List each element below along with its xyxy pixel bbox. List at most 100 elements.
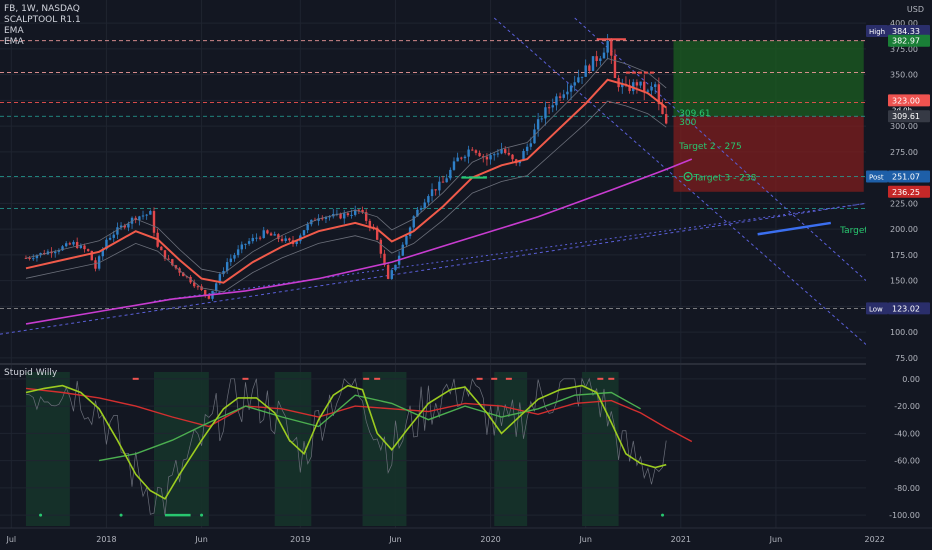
y-tick-label-10: 150.00 xyxy=(890,277,918,286)
candle-body xyxy=(654,84,657,87)
last-value-tag: 309.61 xyxy=(892,112,920,121)
candle-body xyxy=(657,84,661,105)
candle-body xyxy=(383,253,386,265)
candle-body xyxy=(511,154,514,160)
candle-body xyxy=(79,245,83,248)
profit-zone xyxy=(673,40,864,117)
candle-body xyxy=(214,283,218,291)
candle-body xyxy=(167,258,170,260)
candle-body xyxy=(83,245,86,250)
time-axis-bg xyxy=(0,528,932,550)
candle-body xyxy=(518,160,522,164)
candle-body xyxy=(251,237,254,242)
candle-body xyxy=(324,217,328,220)
oscillator-dot xyxy=(200,513,204,517)
post-side-label-bg xyxy=(866,170,888,183)
candle-body xyxy=(101,249,104,257)
annotation-label-3[interactable]: Target 3 - 238 xyxy=(693,174,757,184)
post-value-tag: 251.07 xyxy=(892,173,920,182)
candle-body xyxy=(471,149,474,151)
candle-body xyxy=(350,214,353,216)
candle-body xyxy=(430,189,434,197)
candle-body xyxy=(525,146,529,152)
candle-body xyxy=(61,246,64,251)
candle-body xyxy=(438,181,441,191)
candle-body xyxy=(375,227,379,240)
oscillator-title[interactable]: Stupid Willy xyxy=(4,368,58,378)
candle-body xyxy=(394,264,397,271)
candle-body xyxy=(196,286,200,288)
lower-value-tag: 236.25 xyxy=(892,188,920,197)
candle-body xyxy=(599,58,602,61)
candle-body xyxy=(105,239,108,250)
candle-body xyxy=(558,96,562,98)
candle-body xyxy=(643,81,646,92)
candle-body xyxy=(401,244,404,256)
candle-body xyxy=(536,119,540,130)
candle-body xyxy=(606,40,609,53)
candle-body xyxy=(379,239,383,254)
candle-body xyxy=(427,196,430,203)
candle-body xyxy=(94,260,97,269)
loss-zone xyxy=(673,116,864,192)
candle-body xyxy=(302,230,306,236)
candle-body xyxy=(408,227,412,237)
x-tick-label-6: Jun xyxy=(578,535,592,544)
oscillator-tick-label-3: -60.00 xyxy=(894,457,920,466)
candle-body xyxy=(54,251,57,254)
candle-body xyxy=(555,96,558,106)
candle-body xyxy=(269,233,273,236)
annotation-label-0[interactable]: 309.61 xyxy=(679,109,711,119)
candle-body xyxy=(207,294,211,299)
price-axis-bg xyxy=(866,0,932,550)
oscillator-zone xyxy=(362,372,407,526)
symbol-title: FB, 1W, NASDAQ xyxy=(4,4,80,14)
candle-body xyxy=(240,244,243,250)
candle-body xyxy=(321,218,324,220)
oscillator-green-line xyxy=(98,391,641,462)
annotation-label-2[interactable]: Target 2 - 275 xyxy=(678,142,742,152)
low-side-label: Low xyxy=(869,305,883,313)
candle-body xyxy=(445,178,448,183)
y-tick-label-12: 100.00 xyxy=(890,328,918,337)
candle-body xyxy=(386,264,390,279)
high-value-tag-bg xyxy=(888,25,930,38)
indicator-ema-1[interactable]: EMA xyxy=(4,26,24,36)
candle-body xyxy=(551,105,554,108)
oscillator-tick-label-0: 0.00 xyxy=(902,375,920,384)
x-tick-label-2: Jun xyxy=(194,535,208,544)
oscillator-tick-label-5: -100.00 xyxy=(889,511,920,520)
candle-body xyxy=(467,149,470,157)
candle-body xyxy=(39,252,42,256)
stop-value-tag: 323.00 xyxy=(892,96,920,105)
low-side-label-bg xyxy=(866,302,888,315)
candle-body xyxy=(64,243,68,247)
candle-body xyxy=(262,230,265,238)
x-tick-label-3: 2019 xyxy=(290,535,310,544)
annotation-label-1[interactable]: 300 xyxy=(679,118,696,128)
candle-body xyxy=(72,241,75,245)
candle-body xyxy=(247,241,251,244)
indicator-scalptool[interactable]: SCALPTOOL R1.1 xyxy=(4,15,81,25)
trendline xyxy=(574,17,867,281)
candle-body xyxy=(500,149,503,154)
currency-label: USD xyxy=(907,5,924,14)
candle-body xyxy=(577,77,580,83)
y-tick-label-0: 400.00 xyxy=(890,19,918,28)
candle-body xyxy=(540,118,543,120)
candle-body xyxy=(68,243,72,245)
candle-body xyxy=(233,255,236,259)
candle-body xyxy=(423,202,426,209)
candle-body xyxy=(613,55,617,79)
candle-body xyxy=(460,157,463,159)
candle-body xyxy=(664,114,668,124)
candle-body xyxy=(317,218,320,221)
candle-body xyxy=(522,151,525,161)
ema-band-upper xyxy=(25,58,667,274)
candle-body xyxy=(149,211,152,215)
candle-body xyxy=(160,246,163,251)
candle-body xyxy=(573,82,576,86)
candle-body xyxy=(547,107,551,109)
indicator-ema-2[interactable]: EMA xyxy=(4,37,24,47)
